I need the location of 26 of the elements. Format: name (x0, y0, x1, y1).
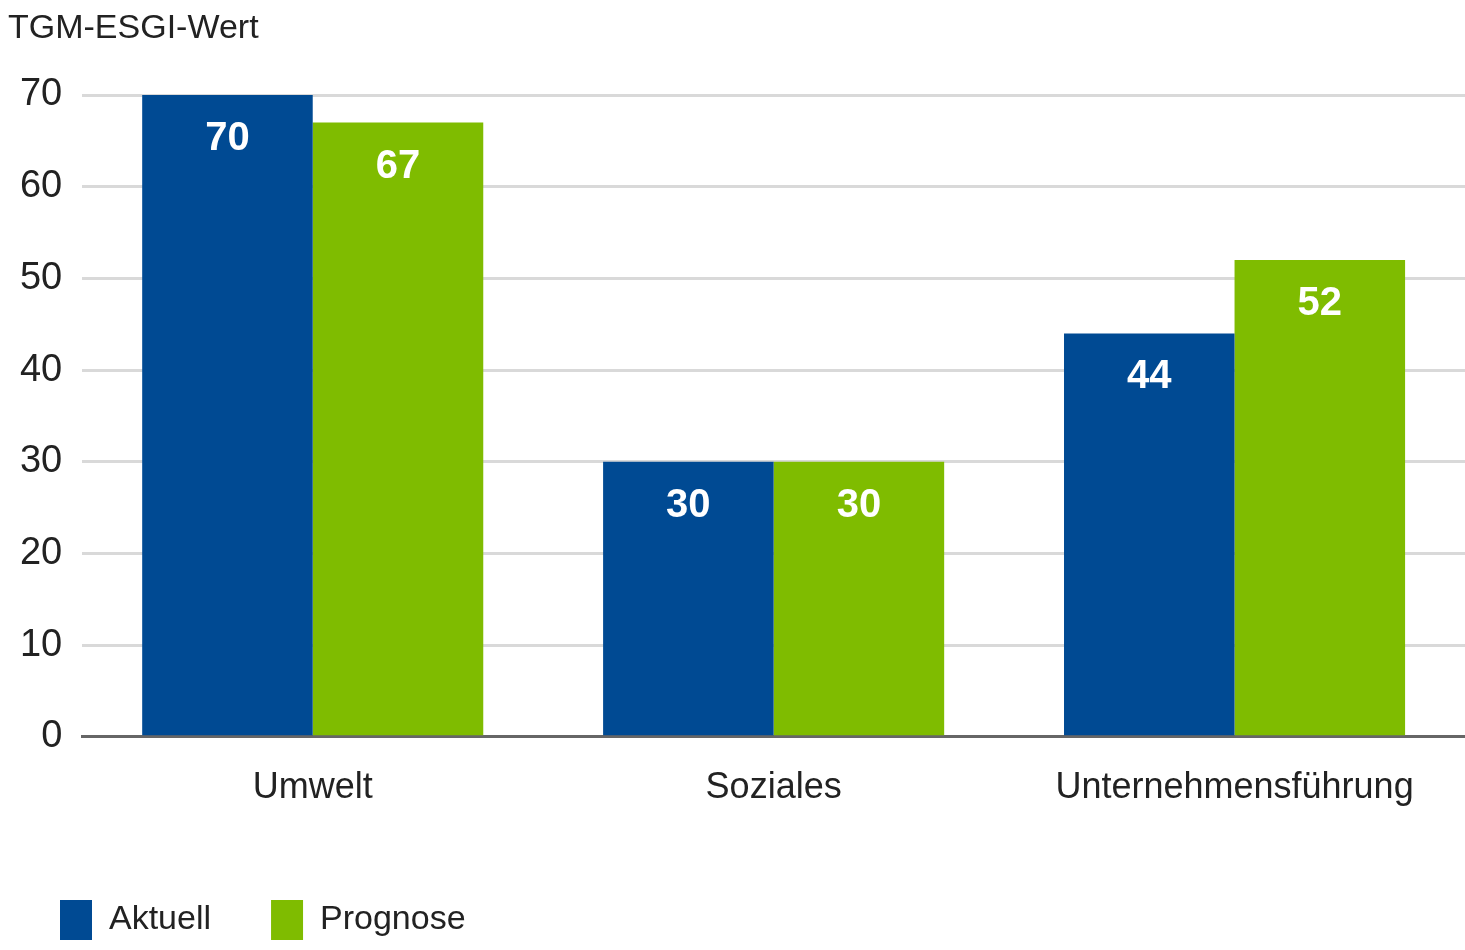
y-tick-label: 40 (19, 346, 63, 389)
data-label: 67 (375, 141, 421, 186)
y-tick-label: 20 (19, 529, 63, 572)
y-tick-label: 60 (19, 163, 63, 206)
data-label: 30 (666, 480, 711, 525)
y-tick-label: 70 (19, 71, 63, 114)
data-label: 52 (1297, 279, 1343, 324)
bar (142, 95, 313, 736)
bar (773, 461, 945, 736)
x-tick-label: Soziales (705, 765, 842, 807)
y-axis-title: TGM-ESGI-Wert (8, 7, 260, 46)
bar (603, 461, 774, 736)
data-label: 30 (836, 480, 882, 525)
x-tick-label: Umwelt (252, 765, 373, 807)
legend-label: Prognose (320, 898, 466, 937)
bar (1064, 333, 1235, 736)
y-tick-label: 30 (19, 438, 63, 481)
y-tick-label: 10 (19, 621, 63, 664)
bar (312, 122, 484, 736)
bar (1234, 260, 1406, 736)
data-label: 44 (1127, 352, 1173, 397)
legend-label: Aktuell (109, 898, 212, 937)
y-tick-label: 0 (41, 713, 63, 756)
x-tick-label: Unternehmensführung (1055, 765, 1414, 807)
data-label: 70 (205, 114, 250, 159)
y-tick-label: 50 (19, 254, 63, 297)
